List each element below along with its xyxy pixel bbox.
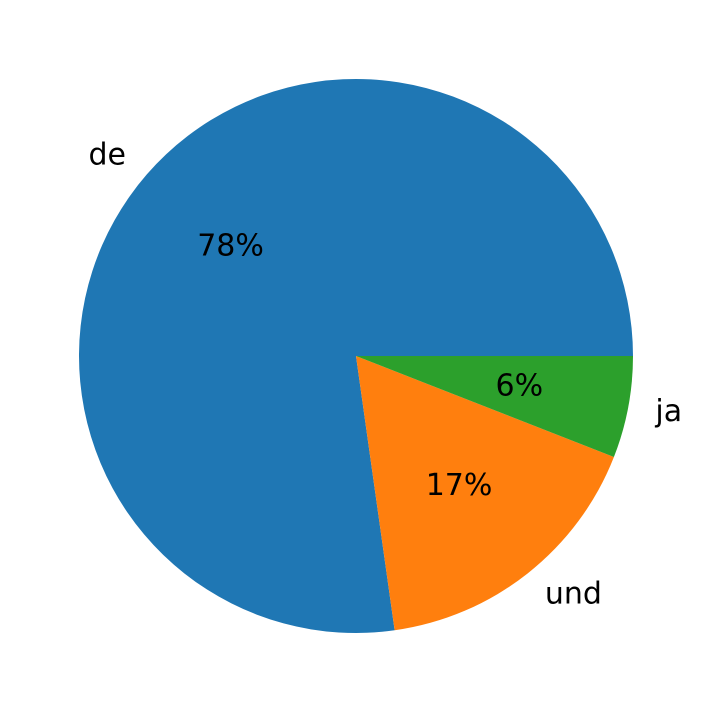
pie-slice — [356, 356, 614, 631]
slice-label: und — [545, 577, 602, 612]
percent-label: 17% — [426, 468, 493, 503]
pie-slice — [78, 78, 633, 633]
slice-label: de — [89, 138, 127, 173]
percent-label: 78% — [197, 228, 264, 263]
slice-label: ja — [654, 394, 682, 429]
pie-slice — [356, 356, 633, 458]
percent-label: 6% — [496, 368, 544, 403]
